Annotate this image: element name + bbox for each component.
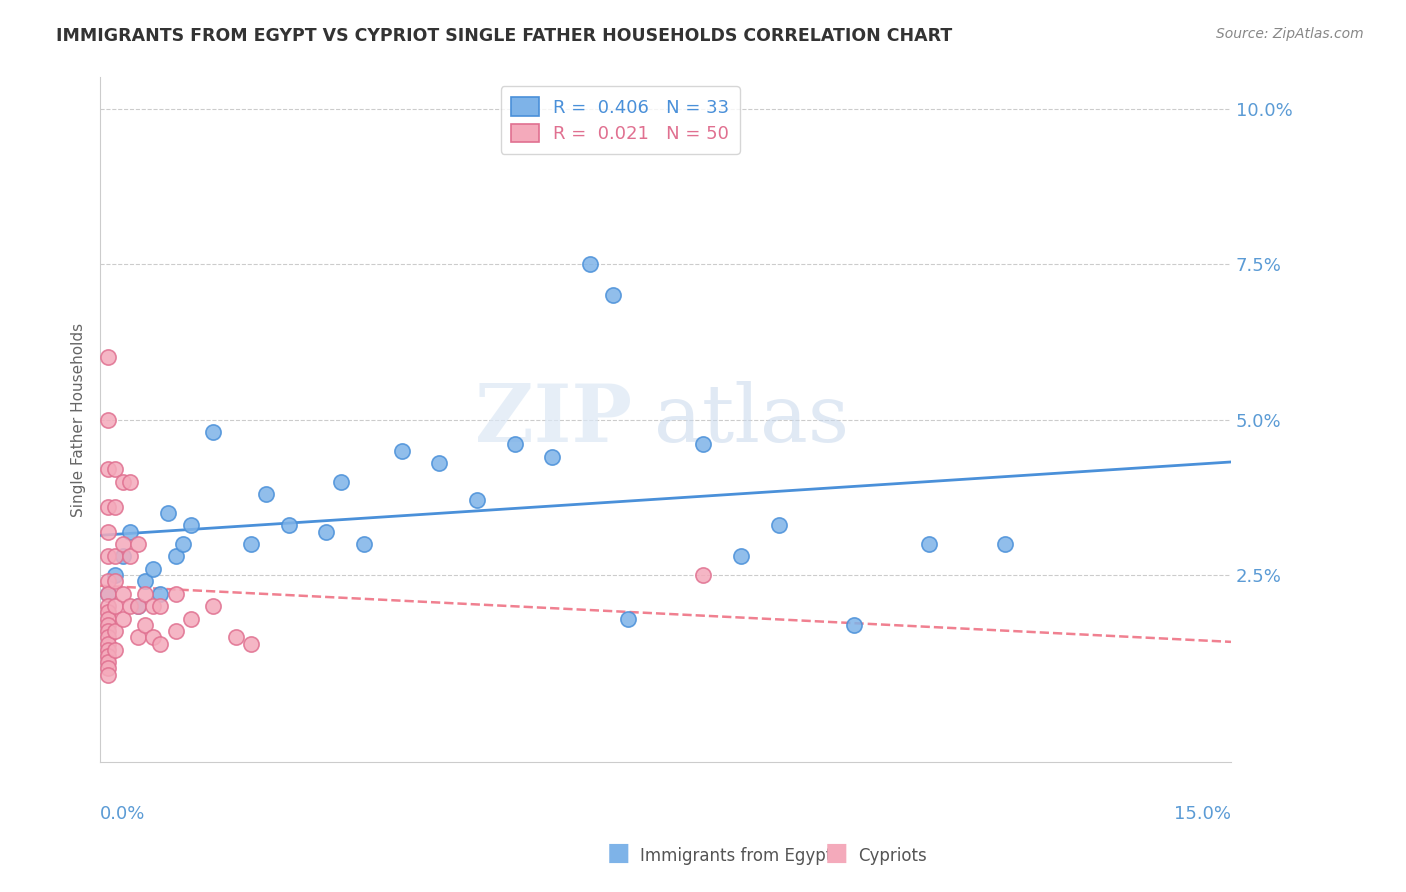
Point bbox=[104, 642, 127, 657]
Point bbox=[111, 612, 134, 626]
Point bbox=[120, 599, 142, 614]
Point bbox=[111, 587, 134, 601]
Point bbox=[97, 624, 120, 639]
Point bbox=[254, 487, 277, 501]
Point bbox=[330, 475, 353, 489]
Point bbox=[172, 537, 194, 551]
Point bbox=[202, 425, 225, 439]
Point bbox=[127, 599, 149, 614]
Point bbox=[97, 642, 120, 657]
Point bbox=[97, 462, 120, 476]
Point bbox=[97, 667, 120, 681]
Text: Source: ZipAtlas.com: Source: ZipAtlas.com bbox=[1216, 27, 1364, 41]
Point bbox=[149, 587, 172, 601]
Point bbox=[97, 648, 120, 663]
Point bbox=[149, 636, 172, 650]
Point bbox=[579, 257, 602, 271]
Point bbox=[142, 562, 165, 576]
Point bbox=[142, 599, 165, 614]
Text: ZIP: ZIP bbox=[475, 381, 631, 458]
Point bbox=[994, 537, 1017, 551]
Point bbox=[127, 631, 149, 645]
Point bbox=[104, 624, 127, 639]
Legend: R =  0.406   N = 33, R =  0.021   N = 50: R = 0.406 N = 33, R = 0.021 N = 50 bbox=[501, 87, 740, 154]
Point bbox=[180, 612, 202, 626]
Point bbox=[97, 549, 120, 564]
Point bbox=[97, 655, 120, 669]
Point bbox=[768, 518, 790, 533]
Point bbox=[503, 437, 526, 451]
Point bbox=[602, 288, 624, 302]
Text: Cypriots: Cypriots bbox=[858, 847, 927, 865]
Point bbox=[127, 599, 149, 614]
Point bbox=[127, 537, 149, 551]
Point bbox=[134, 587, 156, 601]
Text: ■: ■ bbox=[825, 841, 848, 865]
Point bbox=[97, 612, 120, 626]
Point bbox=[97, 636, 120, 650]
Point bbox=[134, 618, 156, 632]
Point bbox=[142, 631, 165, 645]
Point bbox=[97, 618, 120, 632]
Point bbox=[391, 443, 413, 458]
Point bbox=[842, 618, 865, 632]
Point bbox=[104, 549, 127, 564]
Point bbox=[692, 568, 714, 582]
Point bbox=[730, 549, 752, 564]
Point bbox=[97, 412, 120, 426]
Point bbox=[918, 537, 941, 551]
Point bbox=[97, 631, 120, 645]
Point bbox=[104, 574, 127, 589]
Point bbox=[239, 537, 262, 551]
Point bbox=[134, 574, 156, 589]
Point bbox=[111, 549, 134, 564]
Point bbox=[97, 661, 120, 675]
Point bbox=[97, 500, 120, 514]
Point bbox=[120, 475, 142, 489]
Point bbox=[202, 599, 225, 614]
Point bbox=[239, 636, 262, 650]
Point bbox=[617, 612, 640, 626]
Point bbox=[277, 518, 299, 533]
Text: atlas: atlas bbox=[654, 381, 849, 458]
Point bbox=[104, 500, 127, 514]
Point bbox=[104, 568, 127, 582]
Y-axis label: Single Father Households: Single Father Households bbox=[72, 323, 86, 516]
Point bbox=[315, 524, 337, 539]
Point bbox=[541, 450, 564, 464]
Point bbox=[97, 606, 120, 620]
Point bbox=[97, 524, 120, 539]
Point bbox=[97, 351, 120, 365]
Point bbox=[429, 456, 451, 470]
Text: Immigrants from Egypt: Immigrants from Egypt bbox=[640, 847, 832, 865]
Point bbox=[465, 493, 488, 508]
Point bbox=[180, 518, 202, 533]
Point bbox=[120, 524, 142, 539]
Text: 15.0%: 15.0% bbox=[1174, 805, 1232, 823]
Point bbox=[156, 506, 179, 520]
Point bbox=[225, 631, 247, 645]
Text: IMMIGRANTS FROM EGYPT VS CYPRIOT SINGLE FATHER HOUSEHOLDS CORRELATION CHART: IMMIGRANTS FROM EGYPT VS CYPRIOT SINGLE … bbox=[56, 27, 952, 45]
Point bbox=[97, 574, 120, 589]
Point bbox=[97, 587, 120, 601]
Point bbox=[97, 599, 120, 614]
Point bbox=[692, 437, 714, 451]
Point bbox=[97, 587, 120, 601]
Point bbox=[104, 462, 127, 476]
Point bbox=[353, 537, 375, 551]
Point bbox=[104, 599, 127, 614]
Point bbox=[149, 599, 172, 614]
Point bbox=[165, 549, 187, 564]
Point bbox=[165, 587, 187, 601]
Point bbox=[111, 475, 134, 489]
Point bbox=[165, 624, 187, 639]
Point bbox=[120, 549, 142, 564]
Text: ■: ■ bbox=[607, 841, 630, 865]
Point bbox=[111, 537, 134, 551]
Text: 0.0%: 0.0% bbox=[100, 805, 145, 823]
